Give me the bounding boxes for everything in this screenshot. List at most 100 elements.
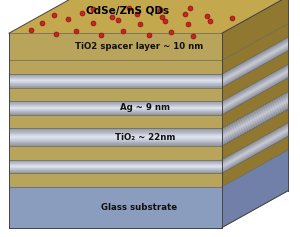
Polygon shape [9, 165, 222, 166]
Polygon shape [222, 100, 288, 137]
Polygon shape [9, 133, 222, 134]
Polygon shape [9, 107, 222, 108]
Polygon shape [222, 39, 288, 77]
Polygon shape [222, 40, 288, 77]
Polygon shape [9, 130, 222, 131]
Polygon shape [9, 33, 222, 60]
Polygon shape [222, 134, 288, 171]
Polygon shape [222, 103, 288, 141]
Polygon shape [222, 102, 288, 140]
Polygon shape [9, 145, 222, 146]
Polygon shape [9, 115, 222, 128]
Text: Glass substrate: Glass substrate [101, 203, 178, 212]
Polygon shape [222, 65, 288, 102]
Polygon shape [9, 102, 222, 103]
Polygon shape [222, 66, 288, 104]
Polygon shape [222, 50, 288, 87]
Text: TiO2 spacer layer ~ 10 nm: TiO2 spacer layer ~ 10 nm [75, 42, 204, 51]
Polygon shape [222, 75, 288, 112]
Polygon shape [222, 101, 288, 139]
Polygon shape [222, 136, 288, 173]
Polygon shape [9, 167, 222, 168]
Polygon shape [222, 97, 288, 134]
Polygon shape [9, 141, 222, 142]
Polygon shape [222, 94, 288, 132]
Polygon shape [9, 164, 222, 165]
Polygon shape [222, 77, 288, 114]
Polygon shape [9, 137, 222, 138]
Polygon shape [222, 92, 288, 130]
Polygon shape [9, 111, 222, 112]
Polygon shape [222, 45, 288, 83]
Polygon shape [222, 41, 288, 79]
Polygon shape [9, 112, 222, 113]
Polygon shape [222, 93, 288, 131]
Polygon shape [9, 108, 222, 109]
Polygon shape [222, 47, 288, 85]
Polygon shape [9, 75, 222, 76]
Polygon shape [222, 73, 288, 110]
Polygon shape [9, 170, 222, 171]
Text: TiO₂ ~ 22nm: TiO₂ ~ 22nm [115, 133, 176, 142]
Polygon shape [222, 124, 288, 162]
Polygon shape [222, 69, 288, 107]
Polygon shape [222, 49, 288, 86]
Polygon shape [222, 130, 288, 168]
Polygon shape [9, 168, 222, 169]
Polygon shape [222, 24, 288, 74]
Polygon shape [222, 38, 288, 75]
Polygon shape [9, 110, 222, 111]
Polygon shape [222, 77, 288, 115]
Polygon shape [222, 68, 288, 105]
Polygon shape [222, 107, 288, 144]
Polygon shape [9, 104, 222, 105]
Polygon shape [9, 78, 222, 79]
Polygon shape [222, 78, 288, 128]
Polygon shape [222, 64, 288, 102]
Polygon shape [222, 108, 288, 146]
Polygon shape [9, 106, 222, 107]
Polygon shape [222, 106, 288, 143]
Polygon shape [222, 127, 288, 164]
Polygon shape [9, 136, 222, 137]
Polygon shape [9, 80, 222, 81]
Polygon shape [9, 0, 288, 33]
Polygon shape [9, 140, 222, 141]
Polygon shape [9, 105, 222, 106]
Polygon shape [222, 37, 288, 75]
Polygon shape [9, 129, 222, 130]
Polygon shape [222, 132, 288, 170]
Polygon shape [9, 172, 222, 173]
Polygon shape [222, 72, 288, 109]
Polygon shape [222, 41, 288, 78]
Polygon shape [222, 98, 288, 135]
Polygon shape [222, 126, 288, 163]
Polygon shape [222, 131, 288, 169]
Polygon shape [9, 139, 222, 140]
Polygon shape [9, 81, 222, 82]
Polygon shape [9, 143, 222, 144]
Polygon shape [222, 123, 288, 161]
Polygon shape [9, 173, 222, 187]
Polygon shape [222, 125, 288, 162]
Polygon shape [222, 134, 288, 172]
Polygon shape [222, 109, 288, 160]
Text: CdSe/ZnS QDs: CdSe/ZnS QDs [86, 6, 169, 16]
Polygon shape [222, 128, 288, 166]
Polygon shape [9, 84, 222, 85]
Polygon shape [222, 44, 288, 82]
Polygon shape [9, 162, 222, 163]
Polygon shape [222, 46, 288, 83]
Polygon shape [222, 150, 288, 228]
Polygon shape [9, 163, 222, 164]
Polygon shape [222, 132, 288, 169]
Polygon shape [9, 114, 222, 115]
Polygon shape [222, 130, 288, 167]
Polygon shape [222, 96, 288, 134]
Polygon shape [9, 187, 222, 228]
Polygon shape [222, 74, 288, 111]
Polygon shape [222, 126, 288, 164]
Polygon shape [9, 86, 222, 87]
Polygon shape [222, 47, 288, 84]
Polygon shape [222, 135, 288, 173]
